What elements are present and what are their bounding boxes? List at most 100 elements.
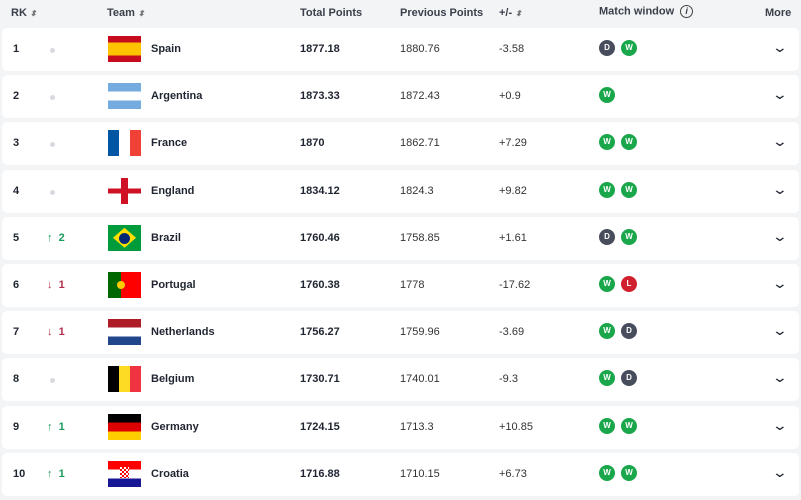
total-points: 1870 xyxy=(300,137,325,150)
team-name[interactable]: Netherlands xyxy=(151,326,215,339)
total-points: 1716.88 xyxy=(300,467,340,480)
rank-change: ↑ 1 xyxy=(47,421,65,433)
rank-change: ↑ 2 xyxy=(47,232,65,244)
arrow-up-icon: ↑ xyxy=(47,231,53,244)
match-result-badge: W xyxy=(621,181,637,198)
chevron-down-icon[interactable]: ⌄ xyxy=(771,86,789,103)
argentina-flag-icon xyxy=(108,83,141,110)
arrow-up-icon: ↑ xyxy=(47,467,53,480)
chevron-down-icon[interactable]: ⌄ xyxy=(771,180,789,197)
rank-change: ↓ 1 xyxy=(47,279,65,291)
previous-points: 1824.3 xyxy=(400,184,434,197)
sort-icon[interactable]: ⬍ xyxy=(137,9,145,18)
team-name[interactable]: Argentina xyxy=(151,90,203,103)
chevron-down-icon[interactable]: ⌄ xyxy=(771,416,789,433)
team-name[interactable]: Germany xyxy=(151,420,199,433)
table-row[interactable]: 2 Argentina 1873.33 1872.43 +0.9 W ⌄ xyxy=(2,75,799,119)
team-name[interactable]: Brazil xyxy=(151,231,181,244)
chevron-down-icon[interactable]: ⌄ xyxy=(771,463,789,480)
brazil-flag-icon xyxy=(108,224,141,251)
match-result-badge: D xyxy=(621,370,637,387)
rank: 2 xyxy=(13,90,20,103)
match-result-badge: W xyxy=(599,181,615,198)
no-change-dot xyxy=(50,378,55,384)
points-diff: +0.9 xyxy=(499,90,521,103)
table-row[interactable]: 8 Belgium 1730.71 1740.01 -9.3 W D ⌄ xyxy=(2,358,799,402)
rank-change-value: 1 xyxy=(58,467,65,480)
points-diff: +1.61 xyxy=(499,231,527,244)
table-row[interactable]: 10 ↑ 1 Croatia 1716.88 1710.15 +6.73 W W ⌄ xyxy=(2,452,799,496)
total-points: 1730.71 xyxy=(300,373,340,386)
header-total-points: Total Points xyxy=(300,7,363,19)
chevron-down-icon[interactable]: ⌄ xyxy=(771,322,789,339)
rank-change: ↑ 1 xyxy=(47,468,65,480)
table-row[interactable]: 6 ↓ 1 Portugal 1760.38 1778 -17.62 W L ⌄ xyxy=(2,264,799,307)
no-change-dot xyxy=(50,48,55,53)
table-row[interactable]: 4 England 1834.12 1824.3 +9.82 W W ⌄ xyxy=(2,169,799,213)
info-icon[interactable]: i xyxy=(680,5,694,18)
arrow-down-icon: ↓ xyxy=(47,279,53,291)
rank-change-value: 1 xyxy=(58,326,65,339)
points-diff: -9.3 xyxy=(499,373,518,386)
rank: 8 xyxy=(13,373,20,386)
previous-points: 1758.85 xyxy=(400,231,440,244)
header-diff[interactable]: +/- ⬍ xyxy=(499,7,522,19)
match-result-badge: W xyxy=(621,464,637,481)
team-name[interactable]: Portugal xyxy=(151,279,196,291)
team-name[interactable]: England xyxy=(151,184,195,197)
match-result-badge: W xyxy=(599,323,615,340)
sort-icon[interactable]: ⬍ xyxy=(29,9,37,18)
no-change-dot xyxy=(50,189,55,195)
rank: 7 xyxy=(13,326,20,339)
rank: 10 xyxy=(13,467,26,480)
belgium-flag-icon xyxy=(108,366,141,393)
chevron-down-icon[interactable]: ⌄ xyxy=(771,369,789,386)
rank: 3 xyxy=(13,137,20,150)
table-row[interactable]: 3 France 1870 1862.71 +7.29 W W ⌄ xyxy=(2,122,799,166)
team-name[interactable]: France xyxy=(151,137,188,150)
match-result-badge: W xyxy=(621,417,637,434)
header-match-window: Match window i xyxy=(599,5,694,18)
team-name[interactable]: Belgium xyxy=(151,373,195,386)
match-result-badge: D xyxy=(621,323,637,340)
no-change-dot xyxy=(50,142,55,148)
table-row[interactable]: 9 ↑ 1 Germany 1724.15 1713.3 +10.85 W W ⌄ xyxy=(2,405,799,449)
match-result-badge: W xyxy=(621,134,637,151)
total-points: 1756.27 xyxy=(300,326,340,339)
match-result-badge: W xyxy=(599,370,615,387)
match-result-badge: D xyxy=(599,40,615,56)
table-row[interactable]: 5 ↑ 2 Brazil 1760.46 1758.85 +1.61 D W ⌄ xyxy=(2,216,799,260)
match-result-badge: W xyxy=(621,40,637,56)
rank: 9 xyxy=(13,420,20,433)
header-team[interactable]: Team ⬍ xyxy=(107,7,145,19)
rank-change-value: 2 xyxy=(58,231,65,244)
sort-icon[interactable]: ⬍ xyxy=(515,9,522,18)
rank: 5 xyxy=(13,231,20,244)
header-more: More xyxy=(765,7,792,19)
header-rank[interactable]: RK ⬍ xyxy=(11,7,37,19)
table-row[interactable]: 7 ↓ 1 Netherlands 1756.27 1759.96 -3.69 W D ⌄ xyxy=(2,311,799,355)
table-row[interactable]: 1 Spain 1877.18 1880.76 -3.58 D W ⌄ xyxy=(2,28,799,71)
croatia-flag-icon xyxy=(108,460,141,487)
portugal-flag-icon xyxy=(108,272,141,298)
rank: 4 xyxy=(13,184,20,197)
match-result-badge: D xyxy=(599,228,615,245)
team-name[interactable]: Croatia xyxy=(151,467,189,480)
arrow-down-icon: ↓ xyxy=(47,326,53,339)
chevron-down-icon[interactable]: ⌄ xyxy=(771,227,789,244)
match-result-badge: W xyxy=(621,228,637,245)
chevron-down-icon[interactable]: ⌄ xyxy=(771,39,789,55)
points-diff: +9.82 xyxy=(499,184,527,197)
team-name[interactable]: Spain xyxy=(151,43,181,55)
points-diff: +10.85 xyxy=(499,420,533,433)
chevron-down-icon[interactable]: ⌄ xyxy=(771,133,789,150)
spain-flag-icon xyxy=(108,36,141,62)
rank: 6 xyxy=(13,279,20,291)
previous-points: 1740.01 xyxy=(400,373,440,386)
chevron-down-icon[interactable]: ⌄ xyxy=(771,275,789,291)
